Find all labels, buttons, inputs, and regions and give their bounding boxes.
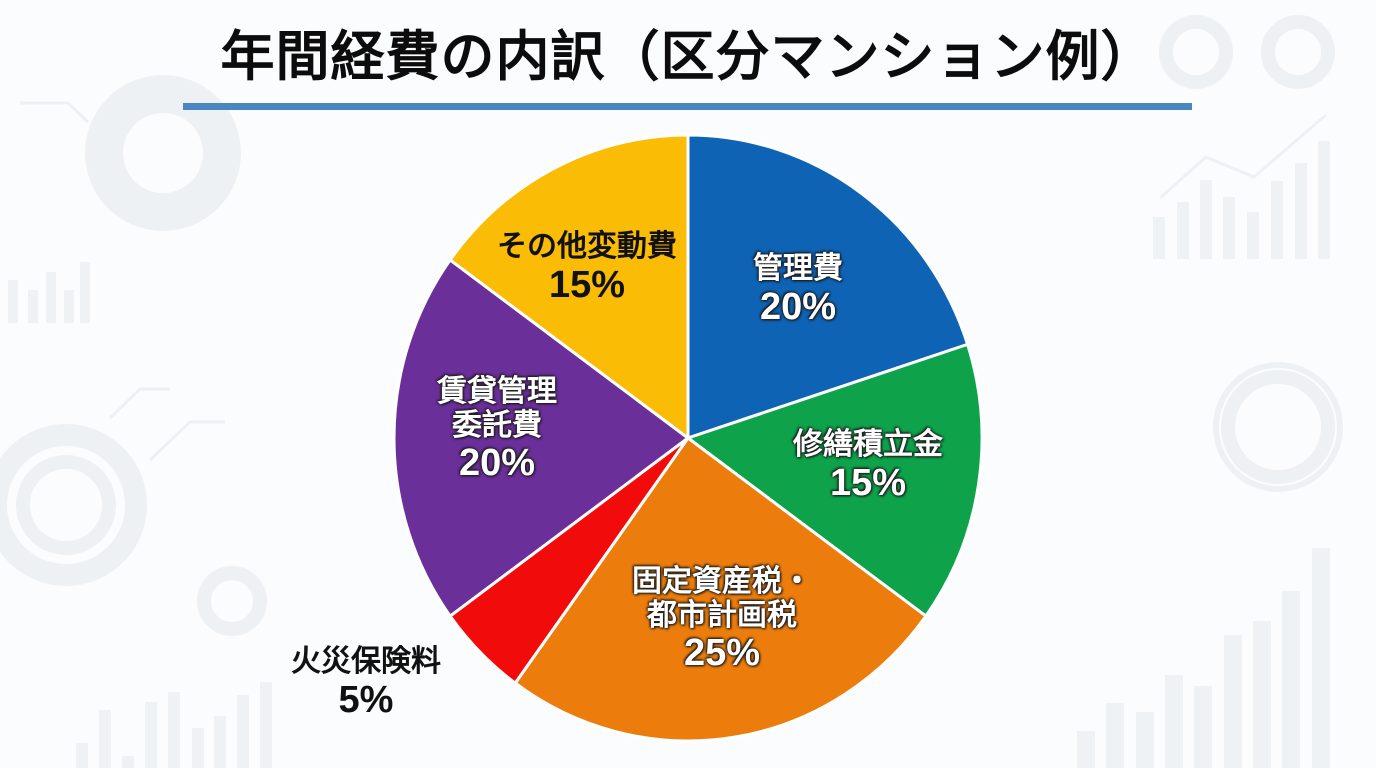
slice-label-kotei-shisanzei: 固定資産税・ 都市計画税 25%	[632, 564, 812, 675]
slice-label-sonota: その他変動費 15%	[497, 228, 677, 306]
pie-slice	[686, 342, 984, 618]
pie-slice	[686, 133, 970, 440]
slice-label-shuzen: 修繕積立金 15%	[793, 426, 943, 504]
slice-label-chintai-kanri: 賃貸管理 委託費 20%	[437, 374, 557, 485]
title-underline	[183, 103, 1192, 110]
slice-label-kanrihi: 管理費 20%	[753, 250, 843, 328]
pie-slice	[392, 258, 690, 618]
pie-slice	[513, 436, 928, 743]
chart-title: 年間経費の内訳（区分マンション例）	[220, 25, 1156, 88]
pie-slice	[448, 133, 690, 440]
slice-label-kasai-hoken: 火災保険料 5%	[291, 643, 441, 721]
deco-donut-icon	[85, 75, 241, 231]
